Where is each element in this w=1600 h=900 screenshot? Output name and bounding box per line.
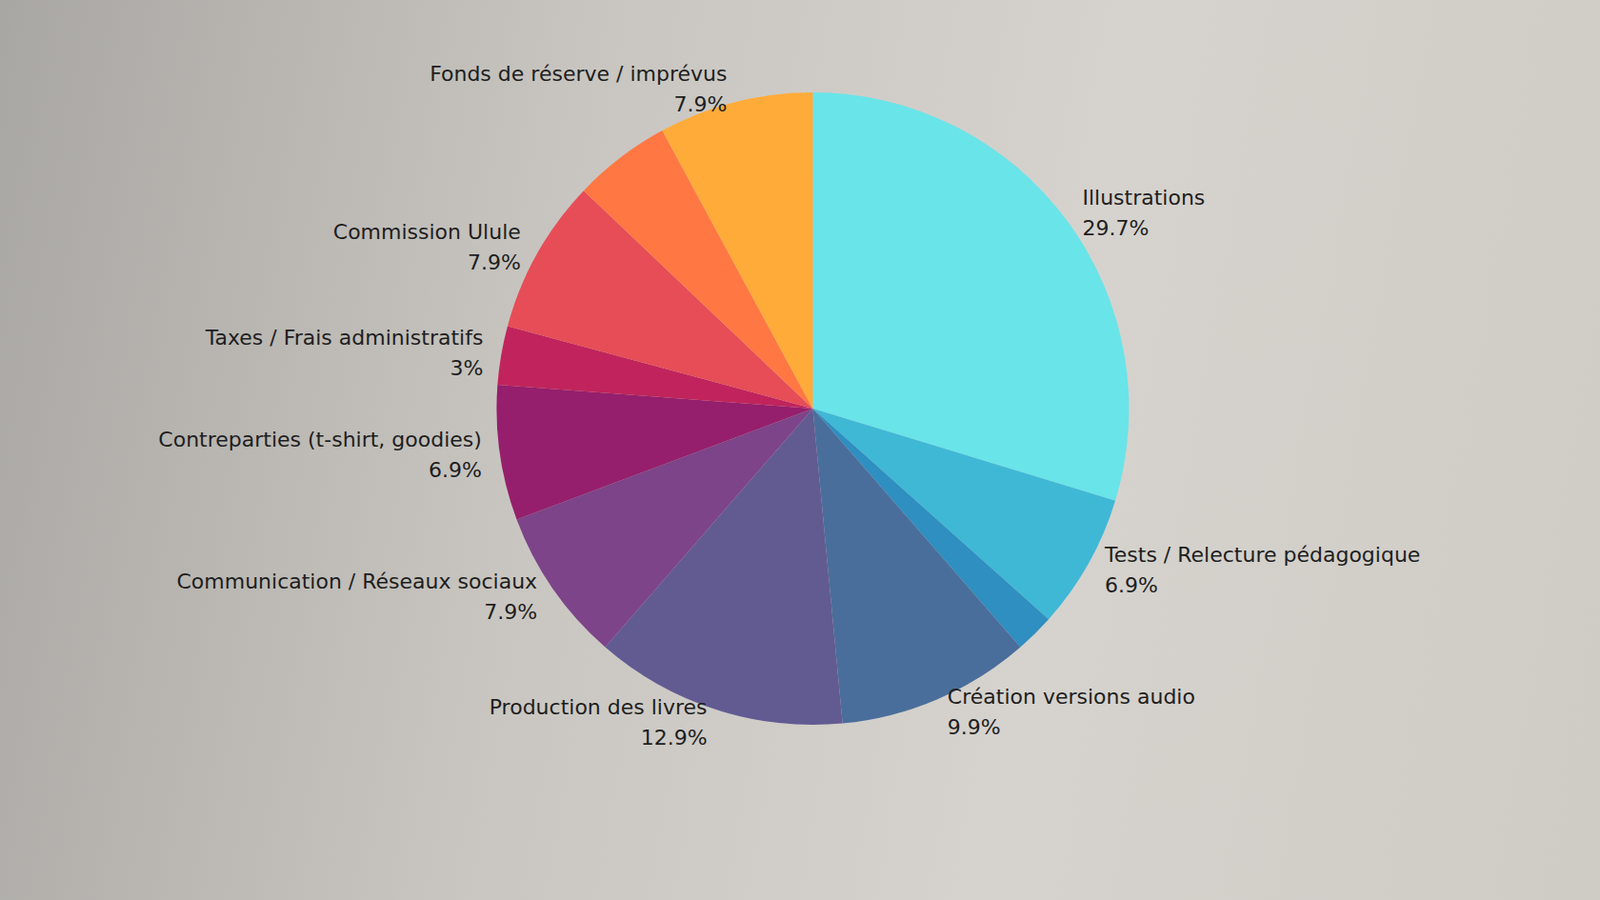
- svg-text:7.9%: 7.9%: [674, 92, 728, 117]
- svg-text:29.7%: 29.7%: [1081, 216, 1149, 240]
- svg-text:Fonds de réserve / imprévus: Fonds de réserve / imprévus: [429, 61, 727, 86]
- svg-text:Création versions audio: Création versions audio: [947, 684, 1196, 709]
- svg-text:12.9%: 12.9%: [640, 725, 708, 750]
- svg-text:Production des livres: Production des livres: [489, 695, 708, 720]
- svg-text:7.9%: 7.9%: [467, 250, 521, 275]
- svg-text:7.9%: 7.9%: [483, 600, 538, 624]
- svg-text:Tests / Relecture pédagogique: Tests / Relecture pédagogique: [1103, 542, 1420, 567]
- svg-text:Contreparties (t-shirt, goodie: Contreparties (t-shirt, goodies): [158, 427, 482, 452]
- svg-text:Taxes / Frais administratifs: Taxes / Frais administratifs: [204, 325, 484, 350]
- svg-text:Commission Ulule: Commission Ulule: [333, 220, 521, 244]
- svg-text:6.9%: 6.9%: [428, 458, 482, 482]
- svg-text:6.9%: 6.9%: [1104, 573, 1159, 598]
- svg-text:9.9%: 9.9%: [947, 715, 1001, 740]
- svg-text:3%: 3%: [450, 356, 484, 380]
- svg-text:Illustrations: Illustrations: [1081, 185, 1205, 210]
- svg-text:Communication / Réseaux sociau: Communication / Réseaux sociaux: [176, 569, 538, 594]
